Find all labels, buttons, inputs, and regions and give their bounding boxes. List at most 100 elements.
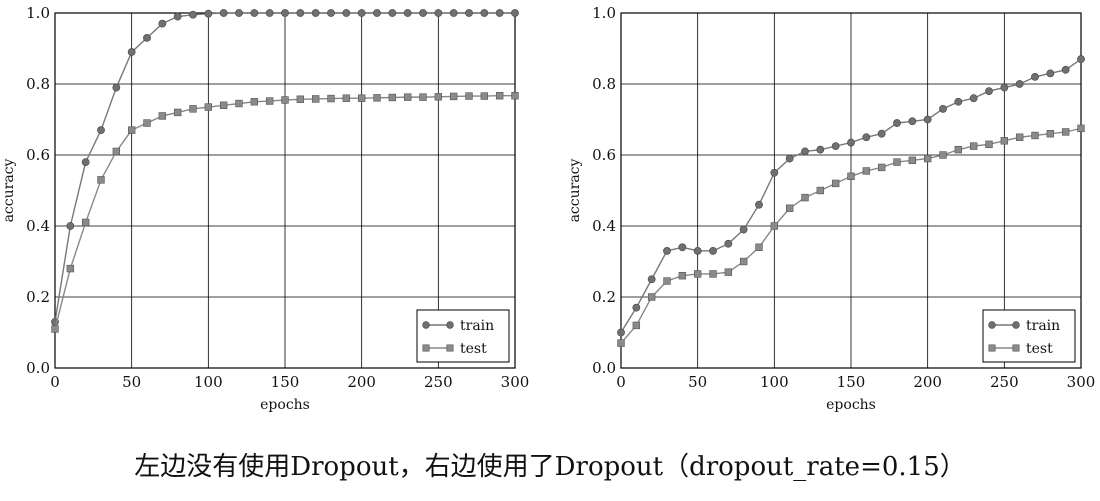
data-point-test (97, 176, 105, 184)
legend-marker-train (422, 321, 430, 329)
data-point-train (480, 9, 489, 17)
data-point-train (419, 9, 427, 17)
data-point-test (373, 94, 381, 102)
data-point-test (173, 108, 182, 117)
x-tick-label: 0 (50, 373, 60, 391)
legend-label-train: train (1026, 318, 1060, 334)
x-tick-label: 100 (194, 373, 223, 391)
data-point-train (66, 222, 75, 230)
data-point-train (985, 87, 993, 95)
y-tick-label: 0.2 (592, 288, 616, 306)
x-tick-label: 200 (913, 373, 942, 391)
chart-right: 0 50 100 150 200 250 300 0.0 0.2 0.4 0.6 0.8 1.0 epoc… (567, 4, 1095, 413)
data-point-train (388, 9, 397, 17)
plot-frame (620, 12, 1082, 369)
x-tick-label: 150 (271, 373, 300, 391)
data-point-test (1061, 128, 1070, 136)
data-point-train (770, 168, 779, 177)
data-point-train (357, 9, 366, 17)
legend-label-test: test (1026, 341, 1053, 357)
y-axis-label: accuracy (1, 158, 17, 222)
legend-box (982, 309, 1076, 363)
y-tick-label: 1.0 (26, 4, 50, 22)
y-tick-label: 0.4 (26, 217, 50, 235)
data-point-test (1046, 130, 1055, 138)
data-point-test (801, 193, 809, 202)
data-point-test (739, 257, 748, 266)
data-point-test (403, 93, 412, 101)
y-axis-label: accuracy (567, 158, 583, 222)
data-point-test (969, 142, 978, 150)
data-point-train (327, 9, 335, 17)
data-point-test (66, 264, 75, 273)
legend-marker-test (446, 344, 454, 352)
data-point-test (1015, 133, 1024, 141)
figure-caption: 左边没有使用Dropout，右边使用了Dropout（dropout_rate=… (134, 452, 966, 482)
data-point-train (969, 94, 978, 103)
data-point-test (663, 277, 671, 285)
data-point-train (785, 154, 794, 163)
data-point-train (908, 117, 917, 126)
x-tick-label: 200 (347, 373, 376, 391)
data-point-train (81, 158, 90, 166)
data-point-train (127, 48, 136, 56)
data-point-test (235, 99, 243, 108)
data-point-train (311, 9, 320, 17)
data-point-test (1031, 131, 1039, 140)
data-point-test (617, 339, 625, 347)
data-point-test (112, 147, 121, 156)
data-point-train (1046, 69, 1055, 78)
data-point-test (939, 151, 947, 159)
data-point-test (219, 101, 228, 110)
legend: train test (982, 309, 1076, 363)
y-tick-label: 0.0 (592, 359, 616, 377)
data-point-test (954, 145, 963, 154)
y-tick-label: 0.6 (26, 146, 50, 164)
data-point-test (923, 154, 932, 163)
data-point-test (480, 92, 489, 100)
x-tick-label: 250 (990, 373, 1019, 391)
data-point-test (877, 163, 886, 172)
data-point-train (632, 303, 641, 312)
data-point-train (663, 246, 671, 255)
y-tick-label: 0.2 (26, 288, 50, 306)
data-point-test (908, 156, 917, 165)
data-point-train (1015, 80, 1024, 88)
x-tick-label: 250 (424, 373, 453, 391)
data-point-train (1077, 55, 1085, 64)
y-tick-label: 0.8 (26, 75, 50, 93)
legend-marker-test (1012, 344, 1020, 352)
legend-marker-train (988, 321, 996, 329)
data-point-train (296, 9, 305, 17)
data-point-train (831, 142, 840, 151)
data-point-train (1031, 73, 1039, 81)
data-point-test (143, 119, 151, 127)
data-point-test (831, 179, 840, 188)
data-point-test (1077, 124, 1085, 133)
x-tick-label: 300 (1067, 373, 1096, 391)
data-point-train (1000, 83, 1009, 92)
legend-marker-test (988, 344, 996, 352)
legend-box (416, 309, 510, 363)
x-axis-label: epochs (826, 397, 876, 413)
data-point-test (189, 105, 197, 113)
data-point-train (342, 9, 351, 17)
x-tick-label: 50 (688, 373, 707, 391)
data-point-test (632, 321, 641, 330)
data-point-train (693, 246, 702, 255)
y-tick-label: 0.8 (592, 75, 616, 93)
legend-label-train: train (460, 318, 494, 334)
data-point-train (755, 200, 763, 209)
data-point-train (877, 129, 886, 138)
data-point-train (112, 83, 121, 92)
series-test (617, 124, 1085, 347)
x-tick-label: 100 (760, 373, 789, 391)
data-point-test (204, 103, 213, 111)
y-tick-label: 0.4 (592, 217, 616, 235)
data-point-train (923, 115, 932, 124)
data-point-train (862, 133, 871, 142)
data-point-test (893, 158, 901, 166)
data-point-train (219, 9, 228, 17)
data-point-test (296, 95, 305, 103)
